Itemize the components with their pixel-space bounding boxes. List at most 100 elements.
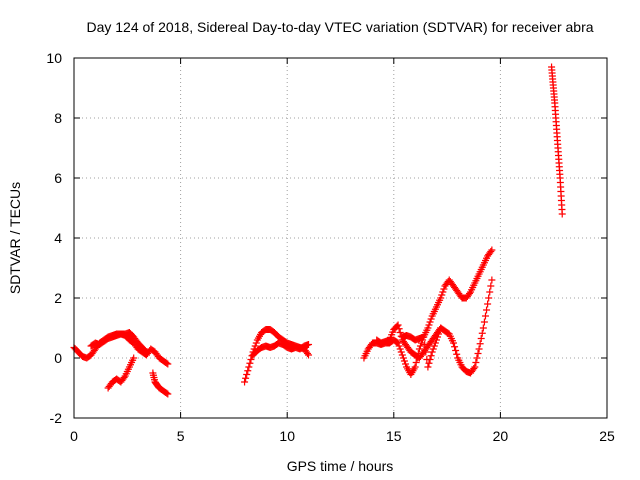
data-point-marker <box>427 315 435 323</box>
data-point-marker <box>402 360 410 368</box>
data-point-marker <box>421 341 429 348</box>
data-point-marker <box>427 352 435 360</box>
x-tick-label: 10 <box>279 428 295 444</box>
data-point-marker <box>483 306 491 314</box>
data-point-marker <box>426 356 434 363</box>
data-point-marker <box>422 348 430 356</box>
data-point-marker <box>449 339 457 347</box>
y-axis-label: SDTVAR / TECUs <box>7 182 23 294</box>
data-point-marker <box>439 288 447 296</box>
data-point-marker <box>142 348 150 356</box>
data-point-marker <box>479 324 487 332</box>
data-point-marker <box>486 288 494 296</box>
data-point-marker <box>471 363 479 371</box>
data-point-marker <box>252 339 260 347</box>
data-point-marker <box>251 342 259 350</box>
data-point-marker <box>437 324 445 332</box>
y-tick-label: 10 <box>46 50 62 66</box>
y-tick-label: 6 <box>54 170 62 186</box>
data-point-marker <box>242 374 250 382</box>
data-point-marker <box>163 389 171 397</box>
data-point-marker <box>487 248 495 255</box>
data-point-marker <box>394 339 402 347</box>
data-point-marker <box>487 282 495 290</box>
data-point-marker <box>478 329 486 337</box>
data-point-marker <box>400 357 408 365</box>
data-point-marker <box>488 276 496 284</box>
grid-lines <box>74 58 607 418</box>
data-point-marker <box>440 285 448 293</box>
data-point-marker <box>476 340 484 348</box>
x-axis-label: GPS time / hours <box>287 458 394 474</box>
y-tick-label: 4 <box>54 230 62 246</box>
data-point-marker <box>245 363 253 371</box>
data-point-marker <box>305 351 313 359</box>
x-tick-label: 20 <box>493 428 509 444</box>
x-tick-label: 0 <box>70 428 78 444</box>
data-point-marker <box>164 360 172 368</box>
data-point-marker <box>411 363 419 371</box>
data-point-marker <box>474 350 482 357</box>
data-point-marker <box>428 348 436 356</box>
data-point-marker <box>558 210 566 218</box>
data-point-marker <box>424 363 432 371</box>
data-point-marker <box>488 246 496 254</box>
data-point-marker <box>485 294 493 302</box>
data-point-marker <box>424 324 432 332</box>
data-point-marker <box>432 336 440 344</box>
y-tick-label: 8 <box>54 110 62 126</box>
x-tick-label: 15 <box>386 428 402 444</box>
data-point-marker <box>399 354 407 362</box>
data-point-marker <box>305 341 313 348</box>
data-point-marker <box>396 329 404 336</box>
data-point-marker <box>163 359 171 367</box>
plot-frame <box>73 57 608 419</box>
data-point-marker <box>481 312 489 320</box>
data-point-marker <box>425 359 433 367</box>
data-point-marker <box>394 321 402 329</box>
data-point-marker <box>430 342 438 350</box>
data-point-marker <box>396 345 404 353</box>
y-tick-label: 2 <box>54 290 62 306</box>
data-point-marker <box>472 359 480 366</box>
x-tick-label: 5 <box>177 428 185 444</box>
data-point-marker <box>398 351 406 359</box>
y-tick-label: -2 <box>50 410 63 426</box>
data-point-marker <box>434 333 442 341</box>
data-point-marker <box>475 345 483 353</box>
data-point-marker <box>470 365 478 372</box>
data-point-marker <box>246 359 254 367</box>
data-point-marker <box>452 347 460 354</box>
data-point-marker <box>480 318 488 326</box>
data-point-marker <box>437 294 445 302</box>
y-tick-label: 0 <box>54 350 62 366</box>
data-point-marker <box>412 359 420 366</box>
data-point-marker <box>241 378 249 386</box>
data-point-marker <box>451 343 459 351</box>
data-point-marker <box>435 330 443 338</box>
chart-title: Day 124 of 2018, Sidereal Day-to-day VTE… <box>86 19 593 35</box>
data-point-marker <box>431 339 439 347</box>
data-point-marker <box>484 300 492 308</box>
data-point-marker <box>120 374 128 381</box>
data-points <box>70 63 566 398</box>
data-point-marker <box>393 338 401 346</box>
data-point-marker <box>473 354 481 362</box>
data-point-marker <box>420 333 428 341</box>
data-point-marker <box>465 290 473 297</box>
data-point-marker <box>436 327 444 335</box>
data-point-marker <box>416 342 424 350</box>
data-point-marker <box>243 371 251 378</box>
data-point-marker <box>415 345 423 353</box>
axis-ticks: 0 5 10 15 20 25 -2 0 2 4 6 8 10 <box>46 50 615 444</box>
data-point-marker <box>397 348 405 356</box>
data-point-marker <box>247 356 255 363</box>
data-point-marker <box>438 291 446 299</box>
data-point-marker <box>477 335 485 342</box>
data-point-marker <box>244 367 252 375</box>
data-point-marker <box>426 318 434 326</box>
data-point-marker <box>429 345 437 353</box>
data-point-marker <box>303 350 311 357</box>
data-point-marker <box>130 354 138 362</box>
